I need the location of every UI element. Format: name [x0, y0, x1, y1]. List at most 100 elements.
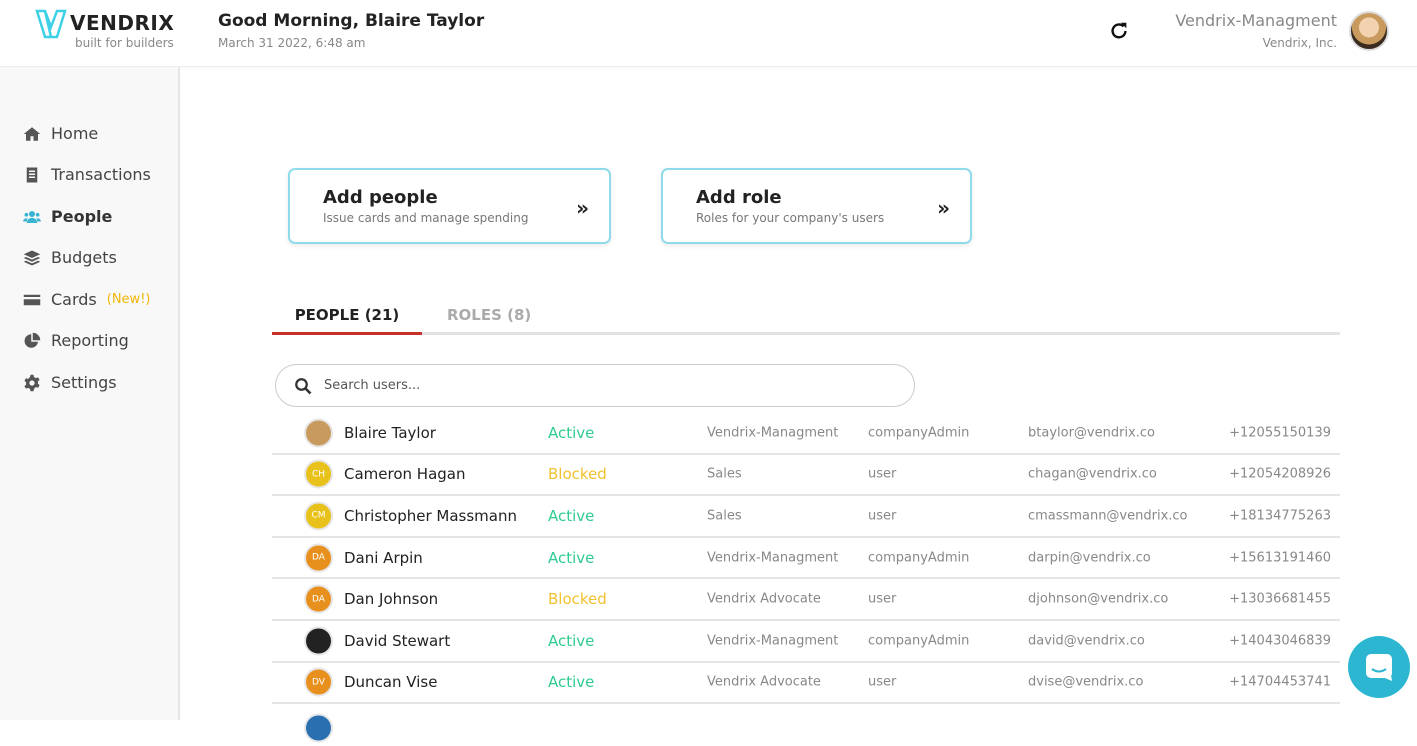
top-header: VENDRIX built for builders Good Morning,…: [0, 0, 1417, 67]
department: Sales: [707, 466, 742, 482]
avatar: DA: [304, 543, 333, 573]
card-title: Add role: [696, 187, 782, 208]
table-row[interactable]: David Stewart Active Vendrix-Managment c…: [272, 621, 1340, 663]
chat-icon: [1366, 654, 1392, 681]
search-input[interactable]: [324, 378, 884, 393]
add-role-card[interactable]: Add role Roles for your company's users …: [661, 168, 972, 244]
sidebar-item-label: Cards: [51, 290, 97, 309]
company-name: Vendrix, Inc.: [1262, 36, 1337, 50]
brand-tagline: built for builders: [75, 36, 174, 50]
department: Vendrix-Managment: [707, 425, 839, 441]
card-subtitle: Roles for your company's users: [696, 211, 885, 225]
phone: +12055150139: [1229, 425, 1331, 441]
users-icon: [23, 210, 41, 223]
status-badge: Active: [548, 548, 595, 567]
card-subtitle: Issue cards and manage spending: [323, 211, 529, 225]
sidebar-item-label: Reporting: [51, 331, 129, 350]
sidebar-item-reporting[interactable]: Reporting: [23, 331, 129, 350]
organization-name[interactable]: Vendrix-Managment: [1175, 11, 1337, 30]
table-row[interactable]: CH Cameron Hagan Blocked Sales user chag…: [272, 455, 1340, 497]
sidebar-item-label: Transactions: [51, 165, 151, 184]
card-title: Add people: [323, 187, 438, 208]
status-badge: Active: [548, 506, 595, 525]
sidebar-item-label: People: [51, 207, 113, 226]
gear-icon: [24, 374, 40, 391]
person-name[interactable]: Dan Johnson: [344, 590, 439, 609]
phone: +15613191460: [1229, 550, 1331, 566]
greeting: Good Morning, Blaire Taylor: [218, 11, 485, 31]
current-date: March 31 2022, 6:48 am: [218, 36, 366, 50]
email: dvise@vendrix.co: [1028, 674, 1144, 690]
status-badge: Blocked: [548, 590, 607, 609]
sidebar-item-cards[interactable]: Cards (New!): [23, 290, 150, 309]
person-name[interactable]: Dani Arpin: [344, 548, 423, 567]
sidebar-item-settings[interactable]: Settings: [23, 373, 117, 392]
add-people-card[interactable]: Add people Issue cards and manage spendi…: [288, 168, 611, 244]
table-row[interactable]: [272, 704, 1340, 746]
avatar: [304, 418, 333, 448]
search-bar: [275, 364, 915, 407]
person-name[interactable]: Duncan Vise: [344, 673, 438, 692]
sidebar: Home Transactions People Budgets Cards (N…: [0, 67, 180, 720]
sidebar-item-label: Budgets: [51, 248, 117, 267]
email: cmassmann@vendrix.co: [1028, 508, 1188, 524]
search-icon: [295, 377, 312, 394]
table-row[interactable]: DA Dan Johnson Blocked Vendrix Advocate …: [272, 579, 1340, 621]
email: chagan@vendrix.co: [1028, 466, 1157, 482]
sidebar-item-people[interactable]: People: [23, 207, 112, 226]
layers-icon: [23, 250, 41, 265]
tab-bar: PEOPLE (21) ROLES (8): [272, 300, 1340, 335]
double-chevron-right-icon: »: [576, 196, 589, 220]
role: user: [868, 591, 897, 607]
refresh-icon[interactable]: [1108, 20, 1130, 42]
avatar: CH: [304, 459, 333, 489]
department: Vendrix-Managment: [707, 633, 839, 649]
person-name[interactable]: Cameron Hagan: [344, 465, 466, 484]
sidebar-item-label: Settings: [51, 373, 117, 392]
sidebar-item-transactions[interactable]: Transactions: [23, 165, 151, 184]
chat-button[interactable]: [1348, 636, 1410, 698]
person-name[interactable]: David Stewart: [344, 631, 451, 650]
tab-people[interactable]: PEOPLE (21): [272, 306, 422, 335]
home-icon: [23, 126, 41, 141]
phone: +13036681455: [1229, 591, 1331, 607]
department: Sales: [707, 508, 742, 524]
receipt-icon: [26, 167, 38, 182]
vendrix-logo-icon: [35, 9, 67, 39]
role: user: [868, 508, 897, 524]
people-list: Blaire Taylor Active Vendrix-Managment c…: [272, 413, 1340, 746]
person-name[interactable]: Christopher Massmann: [344, 506, 517, 525]
new-badge: (New!): [106, 292, 151, 307]
phone: +14704453741: [1229, 674, 1331, 690]
table-row[interactable]: DA Dani Arpin Active Vendrix-Managment c…: [272, 538, 1340, 580]
credit-card-icon: [23, 294, 41, 305]
role: companyAdmin: [868, 633, 970, 649]
status-badge: Blocked: [548, 465, 607, 484]
email: darpin@vendrix.co: [1028, 550, 1151, 566]
phone: +14043046839: [1229, 633, 1331, 649]
pie-chart-icon: [24, 332, 41, 348]
phone: +18134775263: [1229, 508, 1331, 524]
status-badge: Active: [548, 631, 595, 650]
sidebar-item-budgets[interactable]: Budgets: [23, 248, 117, 267]
role: user: [868, 466, 897, 482]
sidebar-item-label: Home: [51, 124, 99, 143]
avatar: [304, 713, 333, 743]
avatar: [304, 626, 333, 656]
table-row[interactable]: CM Christopher Massmann Active Sales use…: [272, 496, 1340, 538]
person-name[interactable]: Blaire Taylor: [344, 423, 436, 442]
role: user: [868, 674, 897, 690]
avatar: CM: [304, 501, 333, 531]
user-avatar[interactable]: [1349, 11, 1389, 51]
email: david@vendrix.co: [1028, 633, 1145, 649]
avatar: DA: [304, 584, 333, 614]
tab-roles[interactable]: ROLES (8): [447, 306, 532, 324]
table-row[interactable]: Blaire Taylor Active Vendrix-Managment c…: [272, 413, 1340, 455]
sidebar-item-home[interactable]: Home: [23, 124, 98, 143]
email: djohnson@vendrix.co: [1028, 591, 1169, 607]
table-row[interactable]: DV Duncan Vise Active Vendrix Advocate u…: [272, 663, 1340, 705]
logo[interactable]: VENDRIX built for builders: [35, 9, 174, 50]
status-badge: Active: [548, 673, 595, 692]
status-badge: Active: [548, 423, 595, 442]
avatar: DV: [304, 667, 333, 697]
